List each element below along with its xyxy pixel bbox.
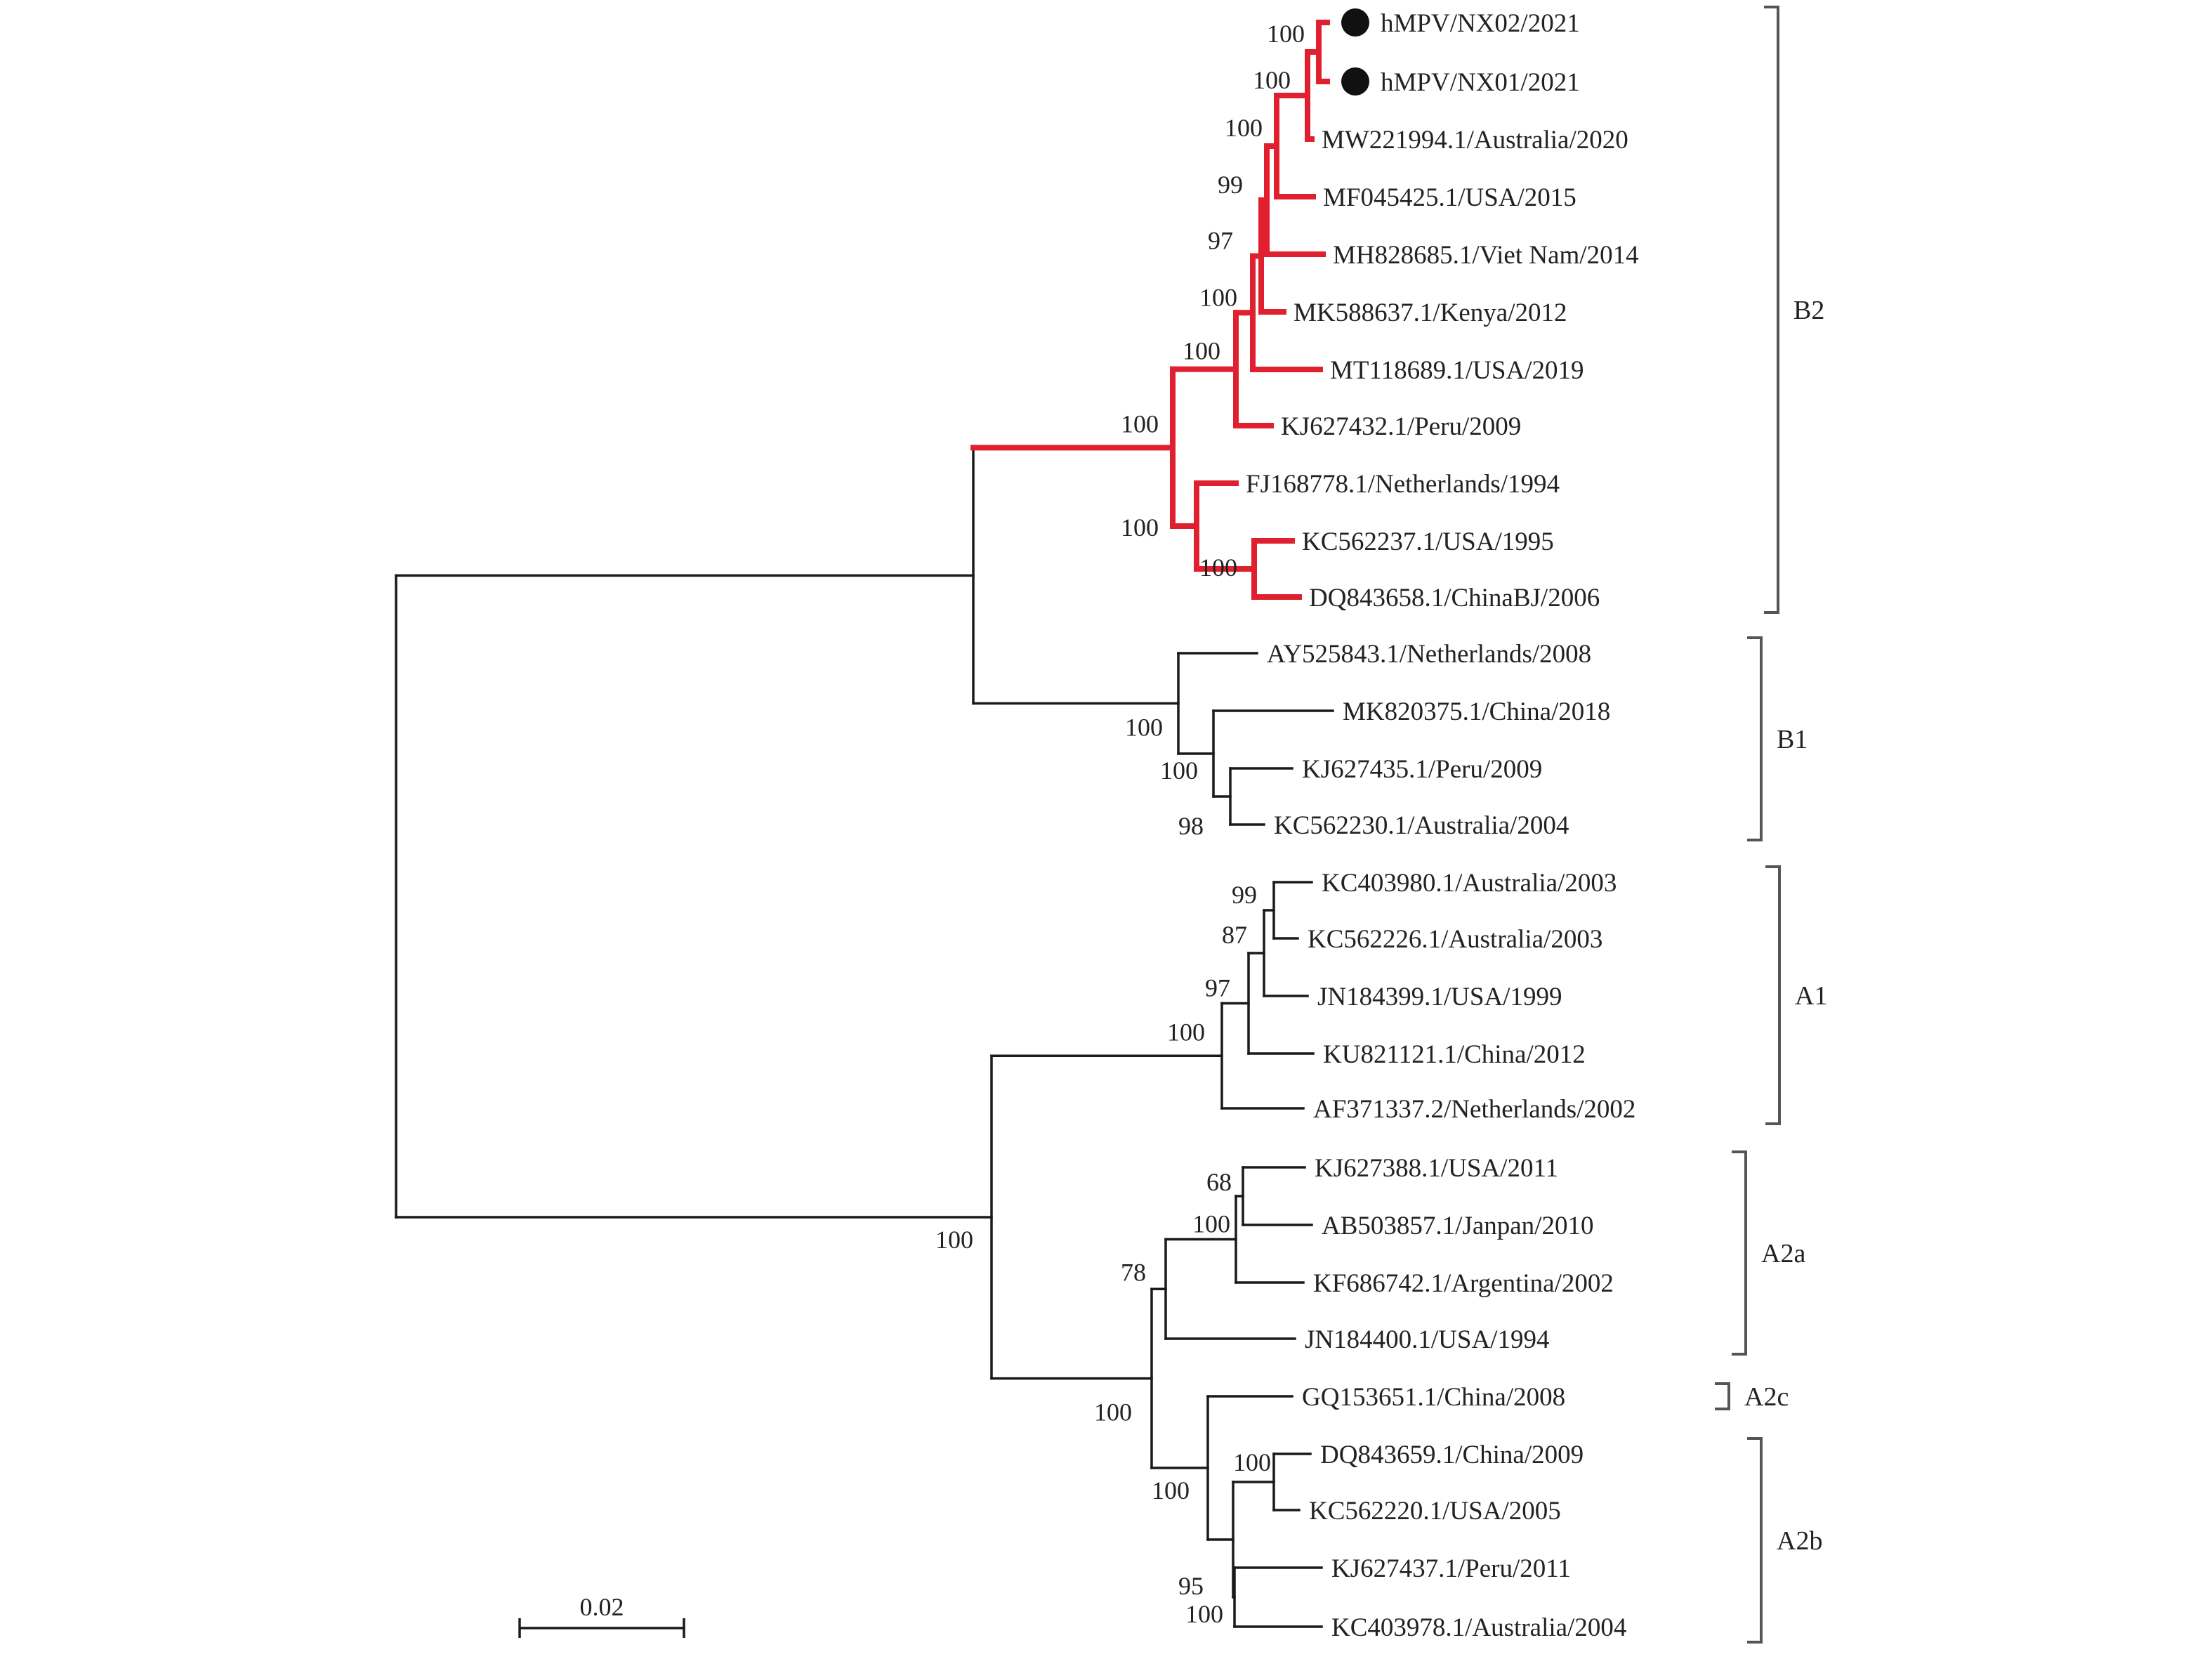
bootstrap-value: 78 [1121,1258,1146,1286]
bootstrap-value: 100 [1199,553,1237,582]
bootstrap-value: 100 [1160,756,1198,785]
leaf-label: JN184399.1/USA/1999 [1317,983,1562,1011]
clade-label: A2c [1744,1382,1789,1412]
leaf-label: MT118689.1/USA/2019 [1330,356,1584,385]
bootstrap-value: 100 [1183,337,1220,365]
leaf-label: KJ627435.1/Peru/2009 [1302,755,1542,784]
leaf-label: DQ843658.1/ChinaBJ/2006 [1309,584,1600,612]
bootstrap-value: 100 [1253,66,1291,94]
clade-label: B1 [1777,725,1808,754]
bootstrap-value: 99 [1232,881,1257,909]
bootstrap-value: 100 [935,1226,973,1254]
leaf-label: MH828685.1/Viet Nam/2014 [1333,241,1639,270]
tree-branches [395,20,1334,1628]
clade-label: A2b [1777,1526,1822,1556]
bootstrap-value: 100 [1199,283,1237,311]
leaf-label: DQ843659.1/China/2009 [1320,1441,1584,1469]
clade-bracket [1747,636,1763,841]
bootstrap-value: 100 [1167,1018,1205,1046]
bootstrap-value: 87 [1222,921,1247,949]
clade-label: A2a [1761,1239,1805,1268]
leaf-label: KJ627437.1/Peru/2011 [1331,1554,1571,1583]
leaf-label: KJ627388.1/USA/2011 [1315,1154,1558,1183]
clade-brackets: B2 B1 A1 A2a A2c A2b [1715,6,1827,1644]
leaf-label: KC562220.1/USA/2005 [1309,1497,1561,1526]
leaf-label: hMPV/NX02/2021 [1381,9,1580,38]
scale-bar-label: 0.02 [580,1593,624,1621]
clade-bracket [1765,865,1781,1125]
leaf-label: FJ168778.1/Netherlands/1994 [1246,470,1560,499]
leaf-label: MK588637.1/Kenya/2012 [1293,299,1567,327]
bootstrap-value: 100 [1267,20,1305,48]
bootstrap-value: 97 [1208,227,1233,255]
leaf-label: MK820375.1/China/2018 [1343,697,1610,726]
bootstrap-value: 100 [1152,1476,1190,1504]
leaf-label: KC562237.1/USA/1995 [1302,527,1554,556]
bootstrap-value: 100 [1094,1398,1132,1426]
bootstrap-value: 100 [1225,114,1263,142]
bootstrap-value: 68 [1206,1168,1232,1196]
bootstrap-value: 98 [1178,812,1204,840]
leaf-label: MW221994.1/Australia/2020 [1322,126,1628,155]
bootstrap-value: 100 [1233,1448,1271,1476]
leaf-label: JN184400.1/USA/1994 [1305,1325,1549,1354]
leaf-label: AY525843.1/Netherlands/2008 [1267,640,1591,669]
leaf-label: KC403978.1/Australia/2004 [1331,1613,1626,1642]
leaf-label: AF371337.2/Netherlands/2002 [1313,1095,1635,1124]
leaf-label: AB503857.1/Janpan/2010 [1322,1212,1593,1240]
leaf-label: hMPV/NX01/2021 [1381,68,1580,97]
bootstrap-value: 97 [1205,974,1230,1002]
leaf-label: KC403980.1/Australia/2003 [1322,869,1617,898]
tree-leaves: hMPV/NX02/2021 hMPV/NX01/2021 MW221994.1/A… [1246,8,1639,1642]
clade-label: A1 [1795,981,1827,1011]
leaf-label: KC562230.1/Australia/2004 [1274,811,1569,840]
scale-bar: 0.02 [518,1593,685,1638]
leaf-label: KU821121.1/China/2012 [1323,1040,1586,1069]
bootstrap-values: 1001001009997100100100100100100100989987… [935,20,1305,1628]
bootstrap-value: 100 [1121,409,1159,438]
clade-bracket [1715,1382,1730,1410]
bootstrap-value: 100 [1125,714,1163,742]
clade-label: B2 [1793,296,1824,325]
sample-marker-icon [1341,8,1369,37]
bootstrap-value: 99 [1218,171,1243,199]
bootstrap-value: 100 [1121,513,1159,542]
leaf-label: KC562226.1/Australia/2003 [1308,925,1602,954]
bootstrap-value: 95 [1178,1572,1204,1600]
leaf-label: KJ627432.1/Peru/2009 [1281,412,1521,441]
bootstrap-value: 100 [1192,1210,1230,1238]
clade-bracket [1764,6,1779,614]
leaf-label: GQ153651.1/China/2008 [1302,1383,1565,1412]
leaf-label: MF045425.1/USA/2015 [1323,183,1576,212]
leaf-label: KF686742.1/Argentina/2002 [1313,1269,1614,1298]
clade-bracket [1747,1437,1763,1644]
sample-marker-icon [1341,67,1369,96]
clade-bracket [1732,1150,1747,1356]
bootstrap-value: 100 [1185,1600,1223,1628]
